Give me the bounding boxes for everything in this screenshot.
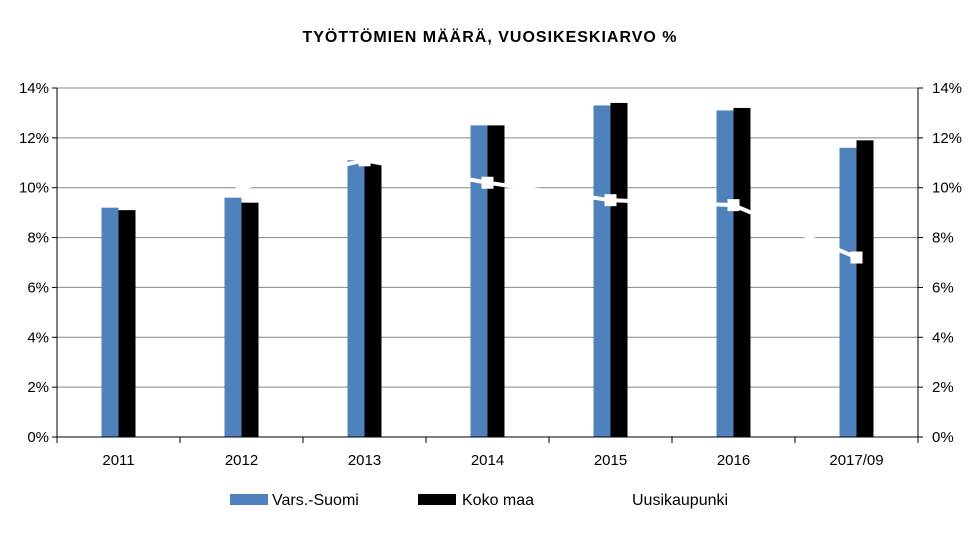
y2-tick-label: 8% [932, 230, 954, 247]
bar-series-0 [224, 197, 242, 437]
y2-tick-label: 0% [932, 429, 954, 446]
y-tick-label: 6% [27, 279, 49, 296]
legend-swatch-series-0 [230, 494, 268, 505]
y-tick-label: 10% [19, 180, 49, 197]
line-marker [358, 154, 371, 167]
x-tick-label: 2014 [471, 452, 504, 469]
bar-series-1 [610, 102, 628, 437]
x-tick-label: 2016 [717, 452, 750, 469]
y-tick-label: 4% [27, 329, 49, 346]
line-marker [481, 176, 494, 189]
y2-tick-label: 6% [932, 279, 954, 296]
legend-label-series-2: Uusikaupunki [632, 492, 728, 509]
bar-series-0 [716, 110, 734, 437]
uusikaupunki-line [235, 154, 863, 264]
bar-series-0 [839, 147, 857, 438]
bar-series-1 [733, 107, 751, 437]
x-tick-label: 2015 [594, 452, 627, 469]
y-tick-label: 8% [27, 230, 49, 247]
line-marker [850, 251, 863, 264]
bar-series-1 [487, 125, 505, 438]
bar-series-1 [856, 140, 874, 437]
bar-series-0 [593, 105, 611, 437]
bar-series-1 [118, 210, 136, 437]
legend-swatch-series-1 [418, 494, 456, 505]
line-series-2 [241, 158, 858, 260]
line-marker [235, 181, 248, 194]
x-tick-label: 2012 [225, 452, 258, 469]
axes: 0% 2% 4% 6% 8% 10% 12% 14% 0% 2% 4% 6% 8% 10% 12% 14% 20… [19, 80, 962, 469]
bar-series-0 [101, 207, 119, 437]
x-tick-label: 2017/09 [829, 452, 883, 469]
bar-series-0 [470, 125, 488, 438]
y2-tick-label: 12% [932, 130, 962, 147]
y2-tick-label: 2% [932, 379, 954, 396]
y-tick-label: 12% [19, 130, 49, 147]
legend: Vars.-Suomi Koko maa Uusikaupunki [230, 492, 728, 509]
y-tick-label: 0% [27, 429, 49, 446]
legend-label-series-0: Vars.-Suomi [272, 492, 359, 509]
y2-tick-label: 10% [932, 180, 962, 197]
bar-series-0 [347, 160, 365, 438]
bars [101, 102, 874, 438]
line-marker [727, 199, 740, 212]
bar-series-1 [364, 162, 382, 438]
legend-label-series-1: Koko maa [462, 492, 534, 509]
y-tick-label: 2% [27, 379, 49, 396]
y2-tick-label: 4% [932, 329, 954, 346]
bar-series-1 [241, 202, 259, 437]
chart-title: TYÖTTÖMIEN MÄÄRÄ, VUOSIKESKIARVO % [302, 27, 677, 46]
x-tick-label: 2011 [102, 452, 134, 469]
y2-tick-label: 14% [932, 80, 962, 97]
y-tick-label: 14% [19, 80, 49, 97]
line-marker [604, 194, 617, 207]
x-tick-label: 2013 [348, 452, 381, 469]
